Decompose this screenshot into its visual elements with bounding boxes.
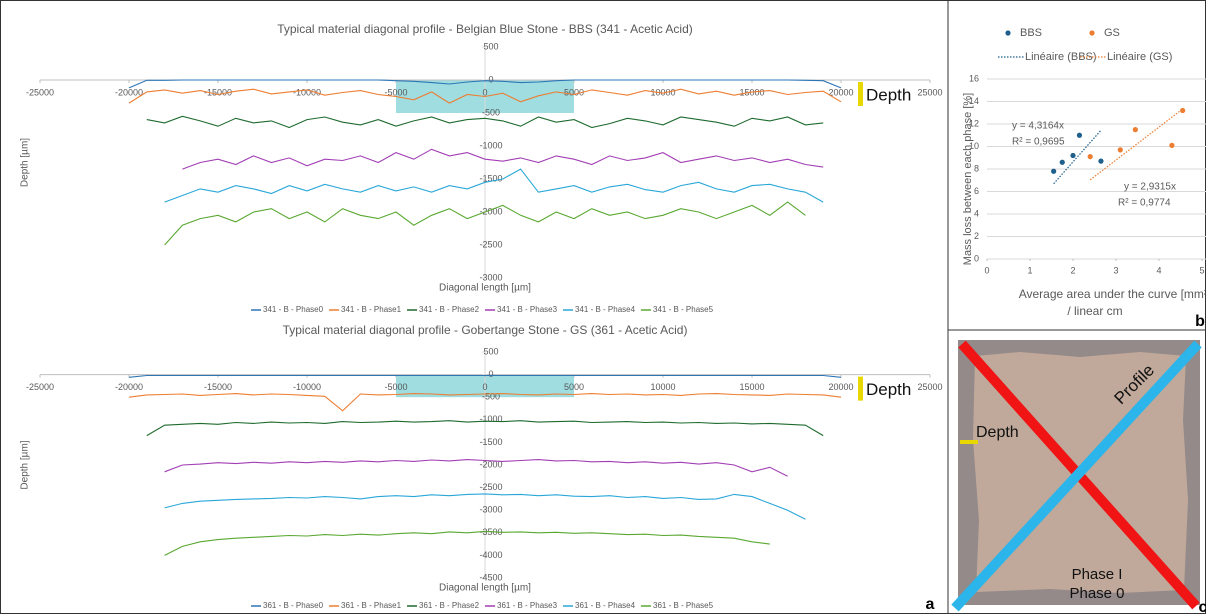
x-axis-label: Diagonal length [µm] (439, 583, 531, 594)
point (1169, 143, 1174, 148)
trend-equation: y = 4,3164x (1012, 121, 1064, 132)
y-tick-label: -500 (482, 107, 500, 117)
point (1070, 153, 1075, 158)
x-tick-label: 5 (1199, 265, 1204, 275)
x-tick-label: -20000 (115, 382, 143, 392)
trend-r2: R² = 0,9774 (1118, 198, 1171, 209)
y-tick-label: 6 (974, 186, 979, 196)
page: Depth Profile Phase I Phase 0 a b c Typi… (0, 0, 1206, 614)
chart-title: Typical material diagonal profile - Gobe… (283, 323, 688, 337)
point (1098, 159, 1103, 164)
legend-label: 361 - B - Phase5 (653, 601, 714, 610)
legend-label: 341 - B - Phase4 (575, 305, 636, 314)
annotation: Depth (866, 85, 911, 104)
legend-label: 361 - B - Phase0 (263, 601, 324, 610)
legend-label: 341 - B - Phase5 (653, 305, 714, 314)
y-tick-label: 2 (974, 231, 979, 241)
x-tick-label: 25000 (917, 87, 942, 97)
y-tick-label: -3000 (479, 272, 502, 282)
legend-label: 361 - B - Phase1 (341, 601, 402, 610)
y-tick-label: 0 (488, 74, 493, 84)
x-tick-label: -10000 (293, 382, 321, 392)
y-tick-label: -500 (482, 392, 500, 402)
annotation: Depth (866, 380, 911, 399)
legend-marker (1005, 30, 1010, 35)
panel-label: c (1199, 599, 1206, 614)
legend-marker (1089, 30, 1094, 35)
x-tick-label: -25000 (26, 382, 54, 392)
y-tick-label: 0 (974, 253, 979, 263)
y-axis-label: Mass loss between each phase [%] (962, 93, 974, 265)
x-tick-label: -25000 (26, 87, 54, 97)
x-tick-label: 4 (1156, 265, 1161, 275)
y-tick-label: 0 (488, 369, 493, 379)
x-axis-label: Diagonal length [µm] (439, 283, 531, 294)
y-axis-label: Depth [µm] (20, 440, 31, 489)
chart-title: Typical material diagonal profile - Belg… (277, 22, 693, 36)
legend-label: Linéaire (BBS) (1025, 51, 1097, 63)
trend-r2: R² = 0,9695 (1012, 137, 1065, 148)
x-axis-label: / linear cm (1067, 304, 1122, 318)
depth-label: Depth (976, 424, 1019, 441)
y-tick-label: 4 (974, 208, 979, 218)
x-tick-label: 5000 (564, 382, 584, 392)
x-tick-label: 0 (482, 382, 487, 392)
legend-label: Linéaire (GS) (1107, 51, 1172, 63)
phase-label: Phase I (1072, 566, 1123, 583)
x-tick-label: -20000 (115, 87, 143, 97)
x-tick-label: -5000 (384, 382, 407, 392)
x-tick-label: 3 (1113, 265, 1118, 275)
y-tick-label: -1000 (479, 414, 502, 424)
point (1077, 133, 1082, 138)
point (1060, 160, 1065, 165)
y-tick-label: -2000 (479, 206, 502, 216)
depth-marker (858, 82, 863, 106)
x-tick-label: 20000 (828, 382, 853, 392)
point (1133, 127, 1138, 132)
y-tick-label: -1500 (479, 173, 502, 183)
y-tick-label: 500 (483, 41, 498, 51)
y-tick-label: -3000 (479, 505, 502, 515)
legend-label: 341 - B - Phase3 (497, 305, 558, 314)
legend-label: 361 - B - Phase3 (497, 601, 558, 610)
point (1180, 108, 1185, 113)
y-tick-label: -1500 (479, 437, 502, 447)
panel-label: b (1195, 313, 1205, 330)
x-tick-label: 15000 (739, 382, 764, 392)
point (1051, 169, 1056, 174)
x-tick-label: 10000 (650, 382, 675, 392)
y-tick-label: -2500 (479, 482, 502, 492)
legend-label: 341 - B - Phase0 (263, 305, 324, 314)
legend-label: 361 - B - Phase2 (419, 601, 480, 610)
x-axis-label: Average area under the curve [mm²] (1019, 287, 1206, 301)
x-tick-label: 25000 (917, 382, 942, 392)
y-tick-label: -4500 (479, 572, 502, 582)
panel-label: a (926, 596, 935, 613)
point (1088, 154, 1093, 159)
diagram: Depth Profile Phase I Phase 0 (955, 340, 1200, 608)
x-tick-label: 20000 (828, 87, 853, 97)
legend-label: GS (1104, 27, 1120, 39)
x-tick-label: 2 (1070, 265, 1075, 275)
depth-marker (858, 377, 863, 401)
point (1118, 147, 1123, 152)
legend-label: 341 - B - Phase2 (419, 305, 480, 314)
x-tick-label: -15000 (204, 382, 232, 392)
y-tick-label: 8 (974, 163, 979, 173)
figure: Depth Profile Phase I Phase 0 a b c Typi… (0, 0, 1206, 614)
y-tick-label: 16 (969, 73, 979, 83)
x-tick-label: 1 (1027, 265, 1032, 275)
y-axis-label: Depth [µm] (20, 138, 31, 187)
phase-label: Phase 0 (1069, 585, 1124, 602)
y-tick-label: -4000 (479, 550, 502, 560)
legend-label: 341 - B - Phase1 (341, 305, 402, 314)
trend-equation: y = 2,9315x (1124, 182, 1176, 193)
legend-label: 361 - B - Phase4 (575, 601, 636, 610)
legend-label: BBS (1020, 27, 1042, 39)
y-tick-label: -1000 (479, 140, 502, 150)
x-tick-label: 0 (984, 265, 989, 275)
y-tick-label: -2500 (479, 239, 502, 249)
y-tick-label: 500 (483, 346, 498, 356)
